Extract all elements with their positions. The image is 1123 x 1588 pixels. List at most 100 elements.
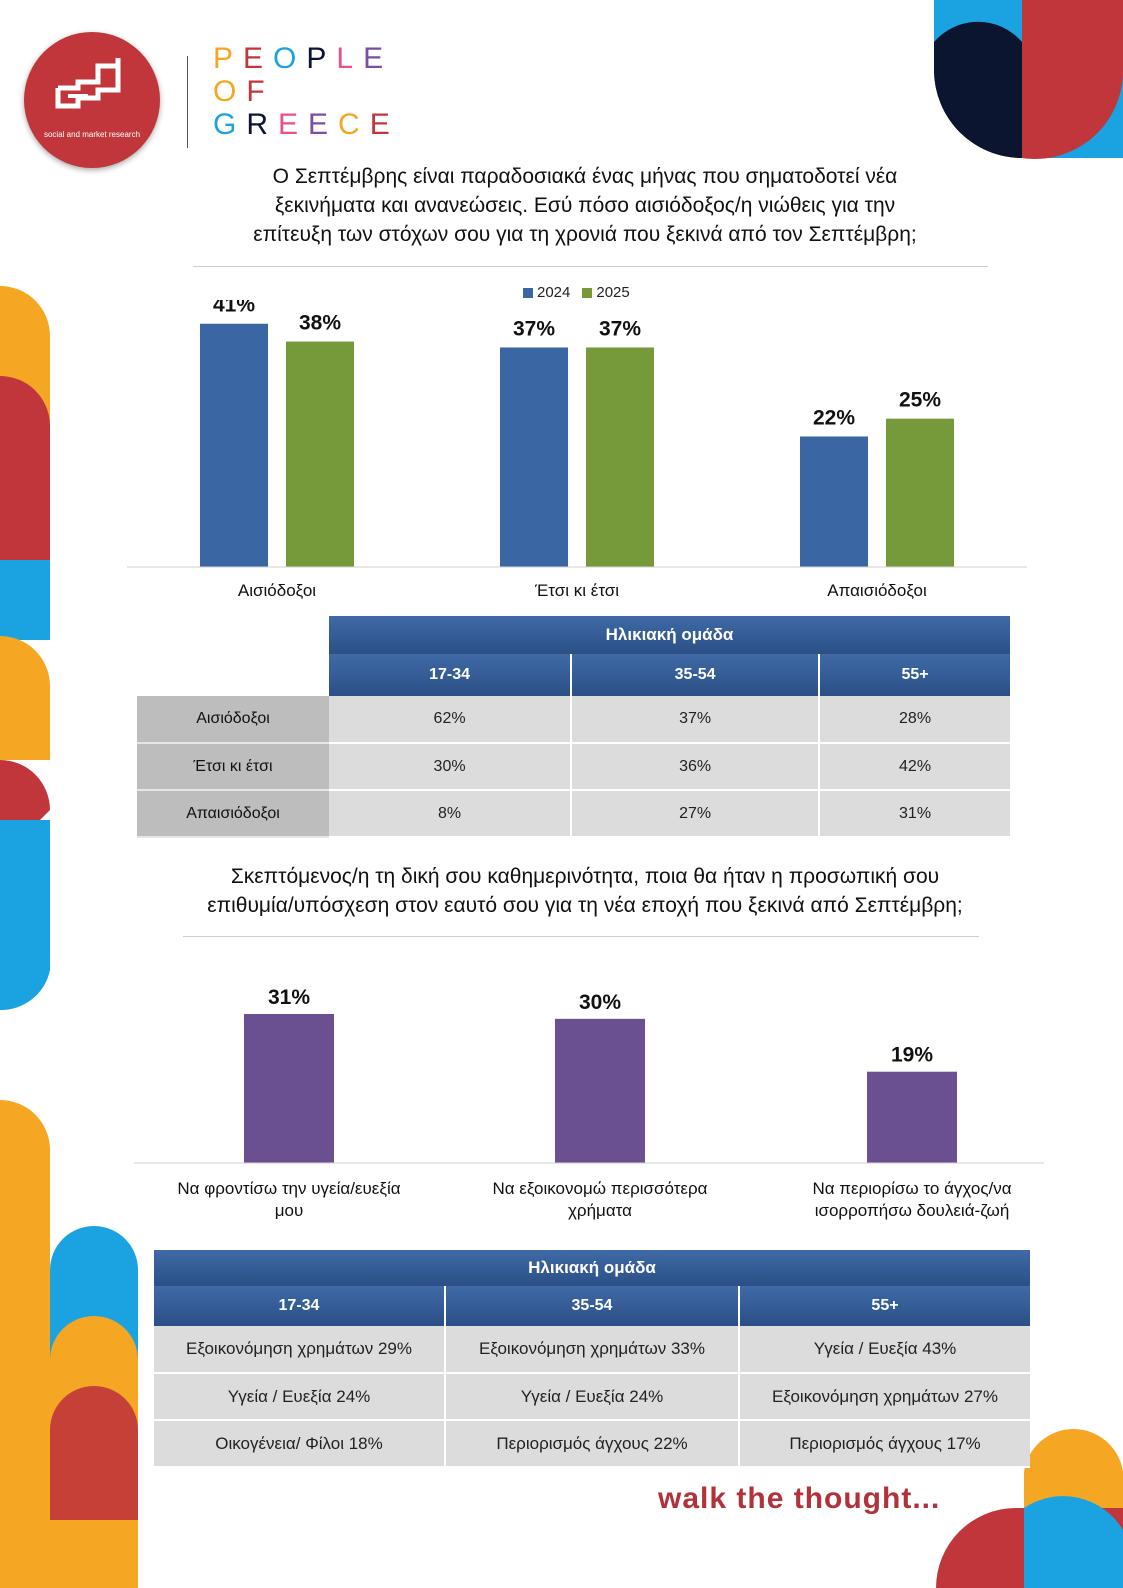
table-2-age-group: Ηλικιακή ομάδα 17-34 35-54 55+ Εξοικονόμ… (154, 1250, 1030, 1468)
category-label: ισορροπήσω δουλειά-ζωή (815, 1201, 1010, 1220)
table-cell: Υγεία / Ευεξία 43% (739, 1326, 1030, 1374)
brand-logo: social and market research (24, 32, 160, 168)
table-cell: 8% (329, 790, 573, 838)
table-row: Απαισιόδοξοι 8% 27% 31% (137, 790, 1010, 838)
wordmark-letter: E (243, 42, 274, 75)
wordmark-letter: P (306, 42, 337, 75)
wordmark-letter: P (213, 42, 244, 75)
question-2-line: επιθυμία/υπόσχεση στον εαυτό σου για τη … (207, 894, 963, 917)
wordmark-letter: E (308, 108, 339, 141)
table-cell: 27% (571, 790, 821, 838)
wordmark-letter: O (273, 42, 307, 75)
table-1-age-group: Ηλικιακή ομάδα 17-34 35-54 55+ Αισιόδοξο… (137, 616, 1010, 838)
chart-2-svg: 31% Να φροντίσω την υγεία/ευεξία μου 30% Να … (134, 986, 1044, 1220)
bar-value-label: 38% (299, 312, 341, 335)
table-2-col-17-34: 17-34 (154, 1286, 446, 1326)
table-cell: 37% (571, 696, 821, 744)
table-cell: Οικογένεια/ Φίλοι 18% (154, 1420, 446, 1468)
chart-1-legend: 2024 2025 (523, 284, 630, 301)
table-row: Αισιόδοξοι 62% 37% 28% (137, 696, 1010, 744)
category-label: Απαισιόδοξοι (827, 581, 927, 600)
question-1-line: Ο Σεπτέμβρης είναι παραδοσιακά ένας μήνα… (272, 165, 898, 188)
bar-2024-2 (800, 436, 868, 567)
table-cell: Εξοικονόμηση χρημάτων 27% (739, 1373, 1030, 1421)
bar-value-label: 37% (513, 317, 555, 340)
bar-value-label: 31% (268, 986, 310, 1009)
table-cell: Υγεία / Ευεξία 24% (445, 1373, 740, 1421)
table-2-header: Ηλικιακή ομάδα (154, 1250, 1030, 1286)
bar-2 (867, 1071, 957, 1163)
logo-subtitle: social and market research (43, 130, 141, 139)
wordmark-letter: E (278, 108, 309, 141)
wordmark-letter: R (246, 108, 279, 141)
logo-mark-icon (55, 58, 121, 109)
bar-2025-1 (586, 347, 654, 567)
wordmark-line-2: OF (213, 75, 400, 108)
bar-2024-1 (500, 347, 568, 567)
wordmark-line-3: GREECE (213, 108, 400, 141)
category-label: Να περιορίσω το άγχος/να (812, 1179, 1011, 1198)
brand-tagline: walk the thought... (658, 1482, 941, 1515)
wordmark-line-1: PEOPLE (213, 42, 400, 75)
people-of-greece-wordmark: PEOPLE OF GREECE (213, 42, 400, 141)
table-cell: Υγεία / Ευεξία 24% (154, 1373, 446, 1421)
category-label: Έτσι κι έτσι (534, 581, 619, 600)
legend-item-2025: 2025 (582, 284, 630, 301)
table-1-col-35-54: 35-54 (571, 654, 821, 696)
table-1-header: Ηλικιακή ομάδα (329, 616, 1010, 654)
question-2-rule (183, 936, 979, 937)
decorative-top-right-shapes (934, 0, 1123, 159)
question-1-line: ξεκινήματα και ανανεώσεις. Εσύ πόσο αισι… (274, 194, 896, 217)
table-cell: Περιορισμός άγχους 17% (739, 1420, 1030, 1468)
header-divider (187, 56, 188, 148)
row-label: Απαισιόδοξοι (137, 790, 329, 838)
bar-2025-0 (286, 341, 354, 567)
wordmark-letter: L (336, 42, 364, 75)
chart-1-svg: 41% 38% Αισιόδοξοι 37% 37% Έτσι κι έτσι 22% 25%… (127, 300, 1027, 600)
bar-0 (244, 1014, 334, 1163)
table-row: Οικογένεια/ Φίλοι 18% Περιορισμός άγχους… (154, 1420, 1030, 1468)
table-cell: 62% (329, 696, 573, 744)
bar-value-label: 19% (891, 1044, 933, 1067)
table-cell: Εξοικονόμηση χρημάτων 33% (445, 1326, 740, 1374)
wordmark-letter: F (246, 75, 275, 108)
bar-value-label: 41% (213, 300, 255, 317)
question-2-line: Σκεπτόμενος/η τη δική σου καθημερινότητα… (230, 865, 940, 888)
table-row: Υγεία / Ευεξία 24% Υγεία / Ευεξία 24% Εξ… (154, 1373, 1030, 1421)
question-1-title: Ο Σεπτέμβρης είναι παραδοσιακά ένας μήνα… (170, 162, 1000, 249)
question-1-rule (193, 266, 988, 267)
category-label: Να φροντίσω την υγεία/ευεξία (177, 1179, 400, 1198)
bar-value-label: 30% (579, 991, 621, 1014)
table-cell: 36% (571, 743, 821, 791)
category-label: Να εξοικονομώ περισσότερα (492, 1179, 707, 1198)
wordmark-letter: G (213, 108, 247, 141)
table-cell: Περιορισμός άγχους 22% (445, 1420, 740, 1468)
decorative-bottom-left-shapes (0, 1226, 138, 1588)
wordmark-letter: E (369, 108, 400, 141)
row-label: Έτσι κι έτσι (137, 743, 329, 791)
table-cell: 30% (329, 743, 573, 791)
wordmark-letter: E (363, 42, 394, 75)
table-cell: Εξοικονόμηση χρημάτων 29% (154, 1326, 446, 1374)
table-cell: 31% (819, 790, 1010, 838)
wordmark-letter: C (338, 108, 370, 141)
table-cell: 42% (819, 743, 1010, 791)
bar-value-label: 37% (599, 317, 641, 340)
table-1-col-17-34: 17-34 (329, 654, 573, 696)
bar-value-label: 25% (899, 389, 941, 412)
category-label: χρήματα (568, 1201, 632, 1220)
decorative-bottom-right-shapes (936, 1429, 1123, 1588)
category-label: μου (275, 1201, 304, 1220)
table-cell: 28% (819, 696, 1010, 744)
table-row: Έτσι κι έτσι 30% 36% 42% (137, 743, 1010, 791)
wordmark-letter: O (213, 75, 247, 108)
question-2-title: Σκεπτόμενος/η τη δική σου καθημερινότητα… (120, 862, 1050, 920)
category-label: Αισιόδοξοι (238, 581, 316, 600)
bar-2025-2 (886, 418, 954, 567)
bar-1 (555, 1018, 645, 1163)
question-1-line: επίτευξη των στόχων σου για τη χρονιά πο… (253, 223, 917, 246)
table-2-col-55plus: 55+ (739, 1286, 1030, 1326)
bar-2024-0 (200, 323, 268, 567)
table-row: Εξοικονόμηση χρημάτων 29% Εξοικονόμηση χ… (154, 1326, 1030, 1374)
legend-item-2024: 2024 (523, 284, 570, 301)
